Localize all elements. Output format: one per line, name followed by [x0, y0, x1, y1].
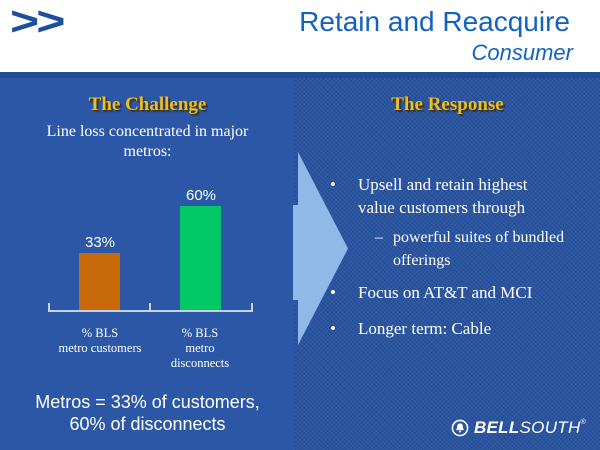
bar-chart: [0, 178, 295, 310]
sub-bullet-item: – powerful suites of bundled offerings: [375, 226, 600, 272]
response-panel: The Response • Upsell and retain highest…: [293, 78, 600, 450]
bar-value-label-customers: 33%: [84, 234, 116, 251]
bullet-text: Focus on AT&T and MCI: [358, 283, 533, 302]
challenge-intro-line1: Line loss concentrated in major: [46, 123, 249, 140]
challenge-panel: The Challenge Line loss concentrated in …: [0, 78, 295, 450]
title-block: Retain and Reacquire Consumer: [299, 6, 573, 66]
slide-title: Retain and Reacquire: [299, 6, 570, 37]
challenge-heading: The Challenge: [88, 94, 207, 115]
category-label-customers: % BLS metro customers: [35, 326, 165, 356]
x-axis-tick: [149, 303, 151, 310]
sub-bullet-text: powerful suites of bundled offerings: [393, 229, 565, 269]
category-label-line: disconnects: [170, 356, 230, 370]
bullet-dot: •: [330, 283, 336, 302]
bullet-dot: •: [330, 175, 336, 194]
bar-metro-customers: [79, 253, 120, 310]
right-arrow-icon: [293, 152, 350, 345]
bell-icon: [451, 419, 469, 437]
bullet-item: • Focus on AT&T and MCI: [330, 281, 600, 304]
bellsouth-logo: BELLSOUTH®: [451, 418, 586, 438]
category-label-line: % BLS: [81, 326, 119, 340]
wordmark-bell: BELL: [473, 418, 520, 437]
category-label-line: metro: [185, 341, 215, 355]
challenge-intro: Line loss concentrated in major metros:: [0, 122, 295, 162]
x-axis-line: [48, 310, 253, 312]
response-heading: The Response: [391, 94, 504, 115]
bullet-item: • Longer term: Cable: [330, 317, 600, 340]
bullet-text: Longer term: Cable: [358, 319, 492, 338]
x-axis-tick: [251, 303, 253, 310]
response-bullet-list: • Upsell and retain highest value custom…: [295, 173, 600, 340]
bellsouth-wordmark: BELLSOUTH®: [474, 418, 586, 438]
category-label-line: % BLS: [181, 326, 219, 340]
bar-metro-disconnects: [180, 206, 221, 310]
slide-subtitle: Consumer: [471, 40, 573, 65]
bar-value-label-disconnects: 60%: [185, 187, 217, 204]
challenge-intro-line2: metros:: [123, 143, 172, 160]
double-chevron-logo-icon: >>: [10, 0, 65, 44]
wordmark-south: SOUTH: [519, 418, 581, 437]
challenge-summary-line1: Metros = 33% of customers,: [35, 392, 260, 412]
bullet-dot: •: [330, 319, 336, 338]
category-label-disconnects: % BLS metro disconnects: [140, 326, 260, 371]
registered-mark: ®: [580, 419, 586, 426]
category-label-line: metro customers: [58, 341, 142, 355]
slide-header: >> Retain and Reacquire Consumer: [0, 0, 600, 72]
challenge-summary-line2: 60% of disconnects: [69, 414, 226, 434]
sub-bullet-dash: –: [375, 229, 383, 246]
bullet-text: Upsell and retain highest value customer…: [358, 175, 528, 217]
header-divider: [0, 72, 600, 78]
bullet-item: • Upsell and retain highest value custom…: [330, 173, 600, 219]
challenge-summary: Metros = 33% of customers, 60% of discon…: [0, 391, 295, 435]
x-axis-tick: [48, 303, 50, 310]
